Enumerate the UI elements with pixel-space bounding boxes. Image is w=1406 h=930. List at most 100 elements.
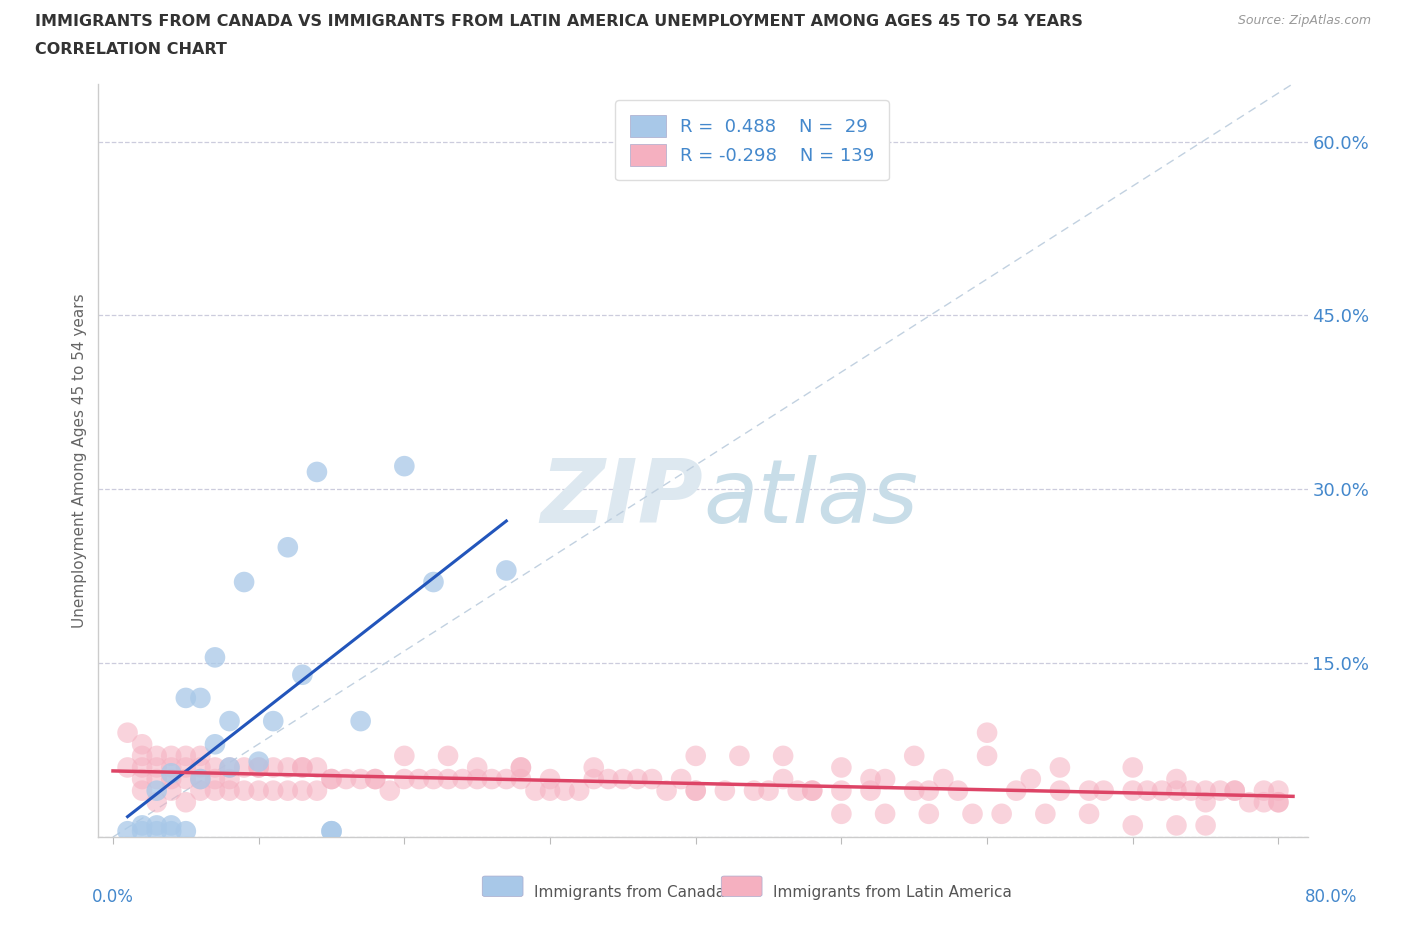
Point [786, 783, 808, 798]
Point [1194, 795, 1216, 810]
Point [131, 760, 153, 775]
Point [350, 713, 373, 728]
Point [568, 783, 591, 798]
Text: CORRELATION CHART: CORRELATION CHART [35, 42, 226, 57]
Text: Source: ZipAtlas.com: Source: ZipAtlas.com [1237, 14, 1371, 27]
Point [1122, 760, 1144, 775]
Point [1019, 772, 1042, 787]
Point [1166, 783, 1188, 798]
Text: 0.0%: 0.0% [91, 888, 134, 906]
Point [321, 824, 343, 839]
Point [174, 690, 197, 705]
Point [218, 772, 240, 787]
Point [291, 760, 314, 775]
Point [509, 760, 531, 775]
Point [247, 760, 270, 775]
Point [538, 772, 561, 787]
Point [204, 650, 226, 665]
Point [685, 749, 707, 764]
Point [364, 772, 387, 787]
Point [408, 772, 430, 787]
Point [582, 760, 605, 775]
Point [174, 760, 197, 775]
Point [145, 772, 167, 787]
Point [1136, 783, 1159, 798]
Point [233, 760, 256, 775]
Point [190, 690, 212, 705]
Point [160, 760, 183, 775]
Point [1150, 783, 1173, 798]
Point [262, 783, 284, 798]
Point [918, 783, 941, 798]
Point [204, 737, 226, 751]
Point [1267, 795, 1289, 810]
Point [801, 783, 824, 798]
Point [1092, 783, 1115, 798]
Point [131, 783, 153, 798]
Point [1194, 783, 1216, 798]
Point [1166, 818, 1188, 833]
Point [582, 772, 605, 787]
Point [918, 806, 941, 821]
Point [291, 668, 314, 683]
Point [131, 749, 153, 764]
Point [1180, 783, 1202, 798]
Point [946, 783, 969, 798]
Point [728, 749, 751, 764]
Point [1078, 783, 1101, 798]
Legend: R =  0.488    N =  29, R = -0.298    N = 139: R = 0.488 N = 29, R = -0.298 N = 139 [616, 100, 889, 180]
Point [131, 818, 153, 833]
Point [364, 772, 387, 787]
Point [669, 772, 692, 787]
Point [1223, 783, 1246, 798]
Point [524, 783, 547, 798]
Point [758, 783, 780, 798]
Point [335, 772, 357, 787]
Point [160, 765, 183, 780]
Point [218, 760, 240, 775]
Point [350, 772, 373, 787]
Point [538, 783, 561, 798]
Point [1194, 818, 1216, 833]
Point [190, 783, 212, 798]
Point [1209, 783, 1232, 798]
Point [859, 783, 882, 798]
Point [1122, 783, 1144, 798]
Point [262, 760, 284, 775]
Point [291, 760, 314, 775]
Point [509, 772, 531, 787]
Point [714, 783, 737, 798]
Point [465, 760, 488, 775]
Point [394, 772, 416, 787]
Point [830, 806, 852, 821]
Point [174, 772, 197, 787]
Point [962, 806, 984, 821]
Point [685, 783, 707, 798]
Point [277, 783, 299, 798]
Text: ZIP: ZIP [540, 455, 703, 541]
Point [1253, 783, 1275, 798]
Point [830, 760, 852, 775]
Point [437, 772, 460, 787]
Point [160, 824, 183, 839]
Point [481, 772, 503, 787]
Point [305, 760, 328, 775]
Text: Immigrants from Latin America: Immigrants from Latin America [773, 885, 1012, 900]
Point [233, 783, 256, 798]
Point [465, 772, 488, 787]
Point [1005, 783, 1028, 798]
Point [145, 795, 167, 810]
Point [277, 539, 299, 554]
Point [903, 749, 925, 764]
Point [117, 824, 139, 839]
Point [1166, 772, 1188, 787]
Point [554, 783, 576, 798]
Point [1267, 783, 1289, 798]
Point [145, 749, 167, 764]
Point [291, 783, 314, 798]
Point [160, 818, 183, 833]
Point [612, 772, 634, 787]
Point [145, 818, 167, 833]
Point [145, 824, 167, 839]
Point [655, 783, 678, 798]
